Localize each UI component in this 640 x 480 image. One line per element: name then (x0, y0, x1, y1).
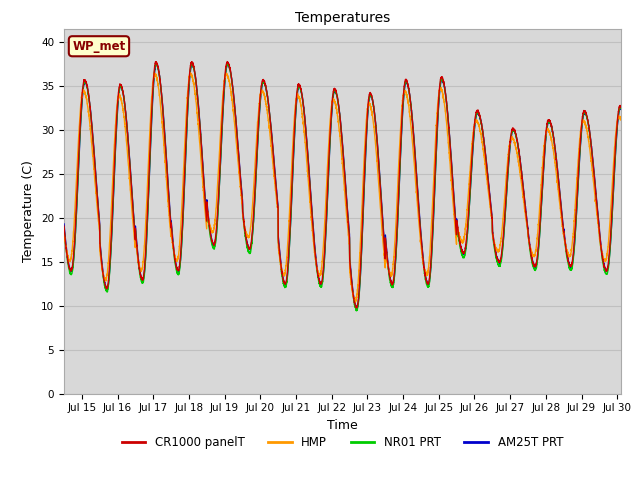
AM25T PRT (617, 107, 625, 112)
CR1000 panelT (617, 105, 625, 110)
HMP (617, 116, 625, 122)
NR01 PRT (60, 225, 68, 231)
HMP (422, 273, 430, 278)
Legend: CR1000 panelT, HMP, NR01 PRT, AM25T PRT: CR1000 panelT, HMP, NR01 PRT, AM25T PRT (117, 431, 568, 454)
Title: Temperatures: Temperatures (295, 11, 390, 25)
HMP (476, 126, 483, 132)
CR1000 panelT (223, 59, 231, 64)
CR1000 panelT (273, 192, 281, 198)
AM25T PRT (518, 173, 526, 179)
HMP (161, 158, 169, 164)
AM25T PRT (60, 221, 68, 227)
AM25T PRT (476, 114, 483, 120)
AM25T PRT (422, 277, 430, 283)
CR1000 panelT (60, 223, 68, 229)
Y-axis label: Temperature (C): Temperature (C) (22, 160, 35, 262)
AM25T PRT (161, 138, 169, 144)
CR1000 panelT (161, 139, 169, 144)
CR1000 panelT (518, 173, 526, 179)
HMP (60, 230, 68, 236)
NR01 PRT (394, 207, 402, 213)
HMP (186, 70, 194, 76)
Line: CR1000 panelT: CR1000 panelT (64, 61, 621, 308)
AM25T PRT (152, 61, 160, 67)
NR01 PRT (518, 175, 526, 180)
HMP (273, 198, 281, 204)
X-axis label: Time: Time (327, 419, 358, 432)
Line: AM25T PRT: AM25T PRT (64, 64, 621, 308)
NR01 PRT (476, 113, 483, 119)
NR01 PRT (273, 195, 281, 201)
CR1000 panelT (353, 305, 360, 311)
NR01 PRT (353, 308, 360, 313)
AM25T PRT (394, 209, 402, 215)
CR1000 panelT (476, 113, 483, 119)
NR01 PRT (223, 60, 231, 66)
CR1000 panelT (394, 202, 402, 207)
NR01 PRT (422, 281, 430, 287)
NR01 PRT (617, 106, 625, 111)
NR01 PRT (161, 139, 169, 145)
AM25T PRT (273, 191, 281, 197)
Line: NR01 PRT: NR01 PRT (64, 63, 621, 311)
HMP (518, 185, 526, 191)
Text: WP_met: WP_met (72, 40, 125, 53)
HMP (351, 300, 358, 306)
Line: HMP: HMP (64, 73, 621, 303)
HMP (394, 174, 402, 180)
CR1000 panelT (422, 277, 430, 283)
AM25T PRT (353, 305, 361, 311)
